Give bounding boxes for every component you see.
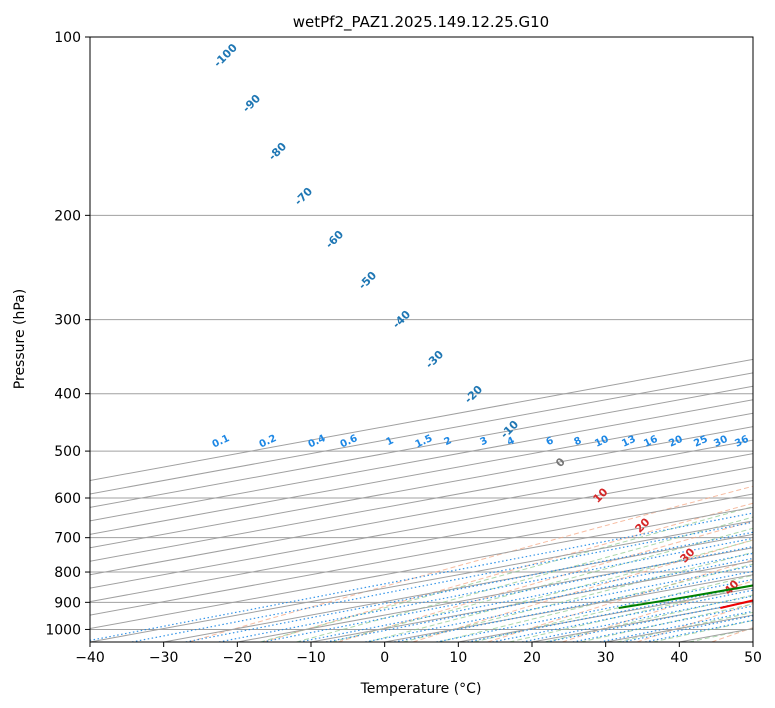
chart-title: wetPf2_PAZ1.2025.149.12.25.G10 (293, 13, 549, 32)
isotherm-line (90, 520, 753, 642)
x-tick-label: −20 (223, 650, 253, 666)
mixing-ratio-label: 6 (544, 435, 555, 448)
x-tick-label: −40 (75, 650, 105, 666)
mixing-ratio-label: 4 (505, 435, 516, 448)
x-tick-label: −30 (149, 650, 179, 666)
y-tick-label: 600 (54, 491, 81, 507)
mixing-ratio-line (218, 537, 753, 642)
mixing-ratio-line (325, 557, 753, 642)
isotherm-line (90, 466, 753, 589)
moist-adiabat-line (402, 551, 753, 642)
mixing-ratio-label: 16 (642, 434, 659, 450)
isotherm-line (163, 533, 753, 642)
moist-adiabat-line (296, 516, 753, 642)
mixing-ratio-label: 13 (620, 434, 637, 450)
isotherm-line (90, 426, 753, 549)
mixing-ratio-line (185, 531, 753, 642)
dry-adiabat-line (338, 520, 753, 642)
mixing-ratio-label: 25 (692, 434, 709, 450)
moist-adiabat-line (331, 527, 753, 642)
mixing-ratio-line (90, 512, 753, 642)
x-tick-label: 10 (449, 650, 467, 666)
y-tick-label: 800 (54, 565, 81, 581)
y-axis-ticks: 100 200 300 400 500 600 700 800 900 1000 (45, 30, 90, 638)
mixing-ratio-line (131, 521, 753, 642)
x-tick-label: 30 (597, 650, 615, 666)
y-tick-label: 100 (54, 30, 81, 46)
mixing-ratio-label: 36 (733, 434, 750, 450)
y-tick-label: 500 (54, 444, 81, 460)
isotherm-line (90, 453, 753, 576)
y-axis-label: Pressure (hPa) (12, 289, 28, 389)
x-tick-label: 40 (670, 650, 688, 666)
y-tick-label: 200 (54, 208, 81, 224)
isotherm-line (90, 506, 753, 630)
x-axis-label: Temperature (°C) (360, 681, 482, 697)
dry-adiabat-line (487, 559, 753, 642)
isotherm-line (90, 439, 753, 562)
mixing-ratio-line (492, 589, 753, 642)
x-tick-label: 0 (380, 650, 389, 666)
dry-adiabat-line (188, 485, 753, 642)
y-tick-label: 700 (54, 531, 81, 547)
x-tick-label: 50 (744, 650, 762, 666)
isotherm-line (90, 479, 753, 603)
mixing-ratio-label: 1 (384, 435, 395, 448)
mixing-ratio-line (521, 595, 753, 642)
mixing-ratio-label: 3 (478, 435, 489, 448)
mixing-ratio-line (572, 605, 753, 642)
mixing-ratio-line (546, 600, 753, 642)
mixing-ratio-label: 10 (593, 434, 610, 450)
isotherm-line (90, 493, 753, 616)
y-tick-label: 1000 (45, 622, 81, 638)
x-axis-ticks: −40 −30 −20 −10 0 10 20 30 40 50 (75, 642, 762, 666)
moist-adiabat-line (509, 585, 753, 642)
y-tick-label: 900 (54, 595, 81, 611)
x-tick-label: 20 (523, 650, 541, 666)
y-tick-label: 300 (54, 313, 81, 329)
background-lines (90, 37, 753, 642)
x-tick-label: −10 (296, 650, 326, 666)
mixing-ratio-label: 20 (667, 434, 684, 450)
y-tick-label: 400 (54, 387, 81, 403)
mixing-ratio-label: 30 (712, 434, 729, 450)
mixing-ratio-label: 8 (572, 435, 583, 448)
mixing-ratio-line (299, 552, 753, 642)
plot-frame (89, 36, 754, 643)
mixing-ratio-label: 2 (442, 435, 453, 448)
